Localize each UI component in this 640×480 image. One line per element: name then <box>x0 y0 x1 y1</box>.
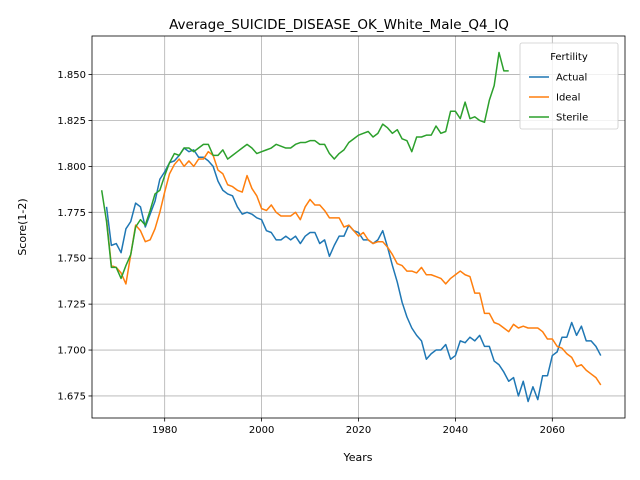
axis-ticks: 1980 2000 2020 2040 2060 1.675 1.700 1.725 1.750… <box>57 70 565 436</box>
series-line-sterile <box>100 51 509 280</box>
y-tick-label: 1.750 <box>57 254 86 265</box>
y-tick-label: 1.800 <box>57 162 86 173</box>
x-tick-label: 2020 <box>346 425 371 436</box>
x-tick-label: 2040 <box>443 425 468 436</box>
legend-box <box>519 42 619 130</box>
y-tick-label: 1.775 <box>57 208 86 219</box>
chart-title: Average_SUICIDE_DISEASE_OK_White_Male_Q4… <box>169 17 509 33</box>
legend-title: Fertility <box>550 52 588 63</box>
x-axis-label: Years <box>342 451 372 464</box>
legend-label-actual: Actual <box>556 73 587 84</box>
y-tick-label: 1.700 <box>57 346 86 357</box>
y-tick-label: 1.725 <box>57 300 86 311</box>
y-tick-label: 1.850 <box>57 70 86 81</box>
x-tick-label: 1980 <box>152 425 177 436</box>
legend-entries: Actual Ideal Sterile <box>529 73 588 124</box>
y-tick-label: 1.675 <box>57 391 86 402</box>
y-tick-label: 1.825 <box>57 116 86 127</box>
x-tick-label: 2060 <box>540 425 565 436</box>
series-line-ideal <box>105 150 602 386</box>
x-tick-label: 2000 <box>249 425 274 436</box>
grid <box>92 36 625 418</box>
series-lines <box>100 51 602 403</box>
legend-label-ideal: Ideal <box>556 93 580 104</box>
legend: Fertility Actual Ideal Sterile <box>519 42 619 130</box>
y-axis-label: Score(1-2) <box>16 198 29 255</box>
legend-label-sterile: Sterile <box>556 113 588 124</box>
